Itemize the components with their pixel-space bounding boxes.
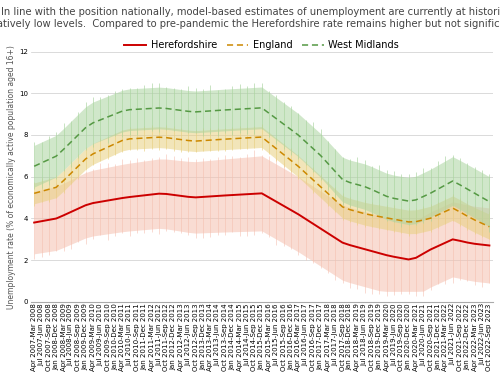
Y-axis label: Unemployment rate (% of economically active population aged 16+): Unemployment rate (% of economically act… bbox=[7, 45, 16, 308]
Legend: Herefordshire, England, West Midlands: Herefordshire, England, West Midlands bbox=[120, 36, 403, 54]
Title: In line with the position nationally, model-based estimates of unemployment are : In line with the position nationally, mo… bbox=[0, 7, 500, 29]
